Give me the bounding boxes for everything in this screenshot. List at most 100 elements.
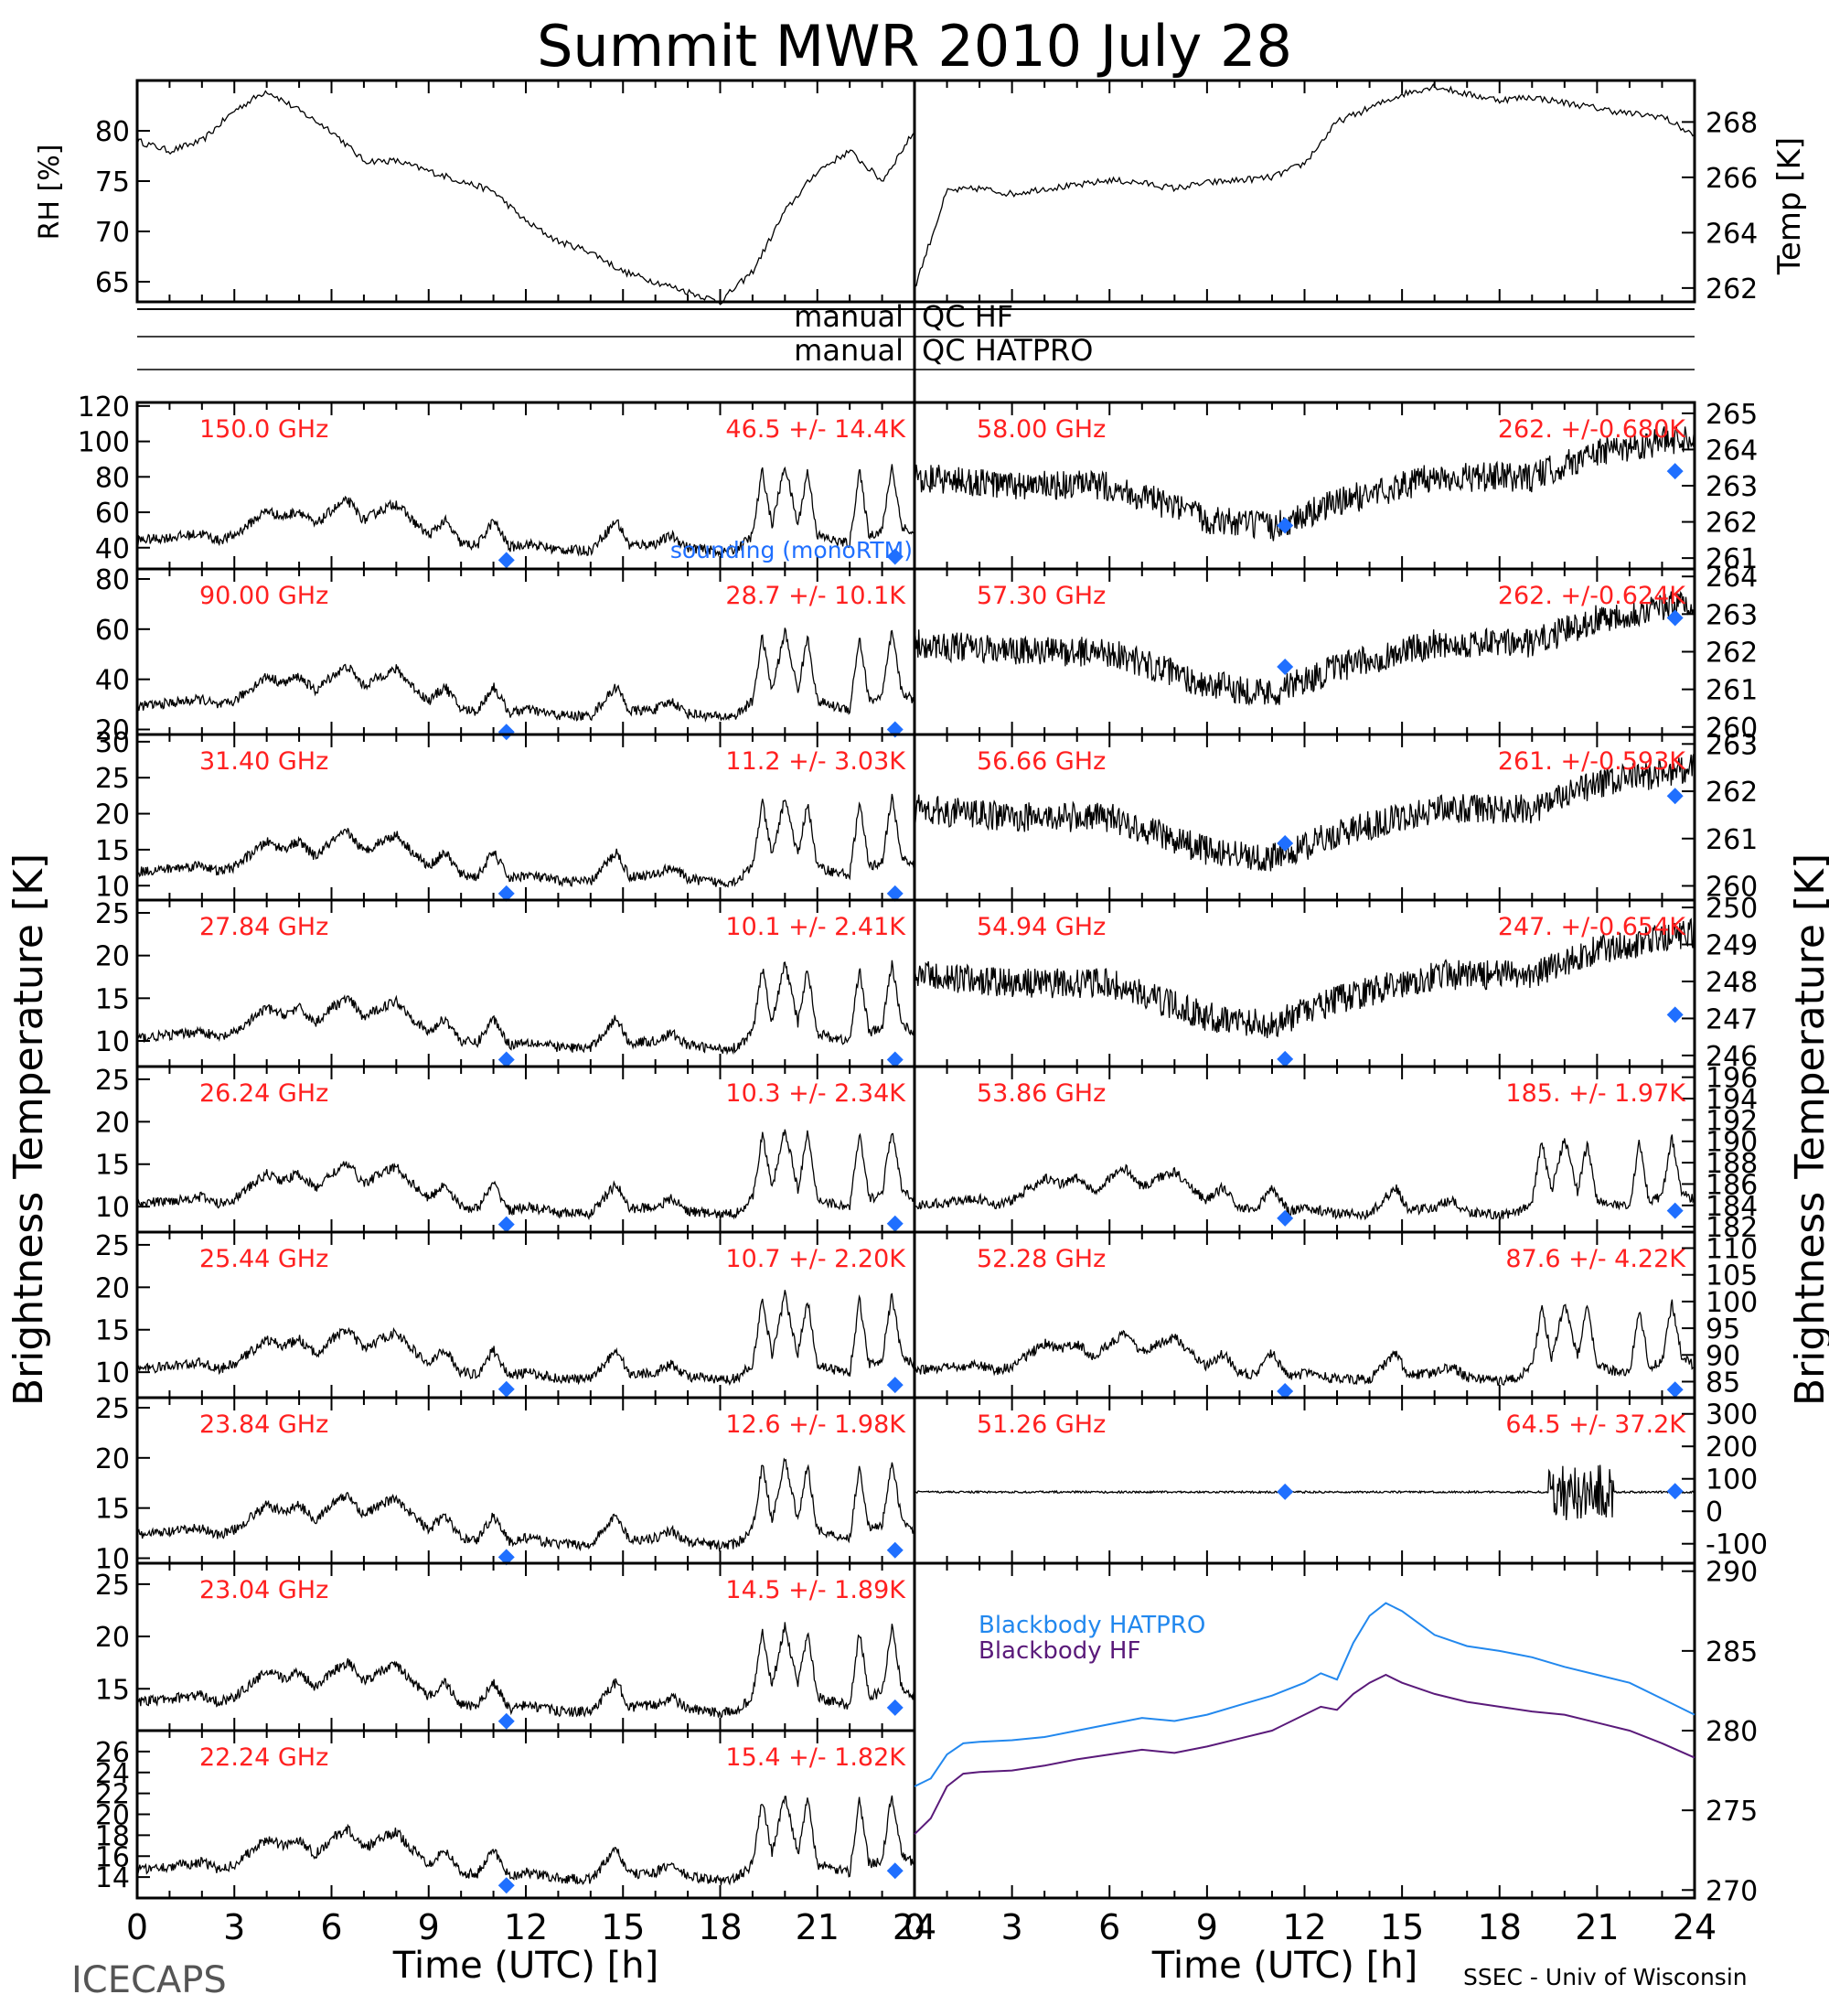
sounding-marker (1666, 1381, 1684, 1399)
y-tick-label: 268 (1706, 107, 1758, 139)
y-tick-label: 20 (95, 799, 130, 831)
y-tick-label: 261 (1706, 675, 1758, 707)
y-tick-label: 262 (1706, 273, 1758, 306)
sounding-marker (1666, 463, 1684, 480)
x-tick-label: 0 (904, 1907, 925, 1947)
y-tick-label: 25 (95, 763, 130, 795)
panel-ch2624: 10 15 20 25 26.24 GHz 10.3 +/- 2.34K (95, 1065, 916, 1234)
channel-stats-label: 247. +/-0.654K (1498, 913, 1686, 941)
y-tick-label: 261 (1706, 543, 1758, 575)
panel-ch5730: 260 261 262 263 264 57.30 GHz 262. +/-0.624K (913, 562, 1758, 745)
panel-ch90: 20 40 60 80 90.00 GHz 28.7 +/- 10.1K (95, 564, 916, 747)
data-trace (914, 1299, 1695, 1387)
y-tick-label: 80 (95, 116, 130, 148)
y-tick-label: 192 (1706, 1105, 1758, 1137)
x-tick-label: 6 (1098, 1907, 1120, 1947)
y-tick-label: 264 (1706, 562, 1758, 594)
y-tick-label: 25 (95, 1230, 130, 1262)
y-tick-label: 264 (1706, 218, 1758, 250)
x-tick-label: 9 (1196, 1907, 1218, 1947)
y-tick-label: 280 (1706, 1716, 1758, 1748)
y-tick-label: 196 (1706, 1063, 1758, 1095)
panel-frame (913, 79, 1696, 304)
data-trace (136, 793, 915, 888)
data-trace (136, 1457, 915, 1552)
data-trace (136, 627, 915, 724)
channel-stats-label: 46.5 +/- 14.4K (725, 415, 906, 444)
channel-stats-label: 87.6 +/- 4.22K (1505, 1245, 1686, 1273)
y-tick-label: 10 (95, 1026, 130, 1058)
x-tick-label: 24 (1673, 1907, 1717, 1947)
sounding-marker (886, 1862, 904, 1880)
channel-stats-label: 185. +/- 1.97K (1505, 1079, 1686, 1108)
channel-stats-label: 12.6 +/- 1.98K (725, 1410, 906, 1439)
x-tick-label: 3 (223, 1907, 245, 1947)
y-tick-label: 250 (1706, 893, 1758, 925)
channel-stats-label: 28.7 +/- 10.1K (725, 582, 906, 610)
y-tick-label: 247 (1706, 1003, 1758, 1035)
y-tick-label: 194 (1706, 1084, 1758, 1116)
sounding-marker (1277, 834, 1294, 852)
right-ylabel: Brightness Temperature [K] (1787, 853, 1829, 1406)
left-ylabel: Brightness Temperature [K] (5, 853, 52, 1406)
y-tick-label: 248 (1706, 967, 1758, 999)
y-tick-label: 70 (95, 217, 130, 249)
channel-stats-label: 261. +/-0.593K (1498, 747, 1686, 776)
y-tick-label: 25 (95, 898, 130, 930)
y-tick-label: 10 (95, 1192, 130, 1224)
y-tick-label: 262 (1706, 638, 1758, 670)
channel-stats-label: 10.1 +/- 2.41K (725, 913, 906, 941)
panel-rh: 65 70 75 80 (95, 79, 916, 306)
y-tick-label: 290 (1706, 1557, 1758, 1589)
channel-frequency-label: 150.0 GHz (199, 415, 328, 444)
data-trace (914, 917, 1695, 1039)
channel-frequency-label: 23.84 GHz (199, 1410, 328, 1439)
y-tick-label: 95 (1706, 1314, 1740, 1346)
blackbody-legend-label: Blackbody HF (979, 1637, 1140, 1665)
sounding-marker (886, 1215, 904, 1232)
sounding-marker (886, 885, 904, 902)
blackbody-series-line (914, 1602, 1695, 1787)
data-trace (914, 753, 1695, 872)
panel-ch2384: 10 15 20 25 23.84 GHz 12.6 +/- 1.98K (95, 1393, 916, 1576)
channel-stats-label: 10.7 +/- 2.20K (725, 1245, 906, 1273)
y-tick-label: 30 (95, 727, 130, 759)
y-tick-label: 60 (95, 615, 130, 647)
sounding-marker (886, 1699, 904, 1716)
panel-ch31: 10 15 20 25 30 31.40 GHz 11.2 +/- 3.03K (95, 727, 916, 903)
panel-frame (135, 79, 916, 304)
y-tick-label: 80 (95, 564, 130, 596)
x-tick-label: 15 (1380, 1907, 1424, 1947)
channel-frequency-label: 27.84 GHz (199, 913, 328, 941)
y-tick-label: 26 (95, 1737, 130, 1769)
temp-ylabel: Temp [K] (1771, 137, 1808, 275)
y-tick-label: 184 (1706, 1191, 1758, 1223)
y-tick-label: 300 (1706, 1399, 1758, 1432)
sounding-marker (1666, 1006, 1684, 1024)
channel-stats-label: 15.4 +/- 1.82K (725, 1743, 906, 1772)
y-tick-label: 263 (1706, 599, 1758, 631)
channel-frequency-label: 58.00 GHz (977, 415, 1106, 444)
y-tick-label: 262 (1706, 508, 1758, 540)
y-tick-label: 190 (1706, 1127, 1758, 1159)
y-tick-label: 262 (1706, 777, 1758, 809)
y-tick-label: 20 (95, 1443, 130, 1475)
y-tick-label: 266 (1706, 163, 1758, 195)
channel-frequency-label: 52.28 GHz (977, 1245, 1106, 1273)
y-tick-label: 85 (1706, 1367, 1740, 1399)
y-tick-label: 260 (1706, 713, 1758, 745)
y-tick-label: 90 (1706, 1340, 1740, 1372)
data-trace (136, 1290, 915, 1387)
channel-frequency-label: 54.94 GHz (977, 913, 1106, 941)
channel-frequency-label: 23.04 GHz (199, 1576, 328, 1604)
sounding-marker (1277, 658, 1294, 675)
x-tick-label: 3 (1001, 1907, 1023, 1947)
y-tick-label: 188 (1706, 1148, 1758, 1180)
sounding-marker (886, 548, 904, 565)
x-tick-label: 15 (601, 1907, 645, 1947)
